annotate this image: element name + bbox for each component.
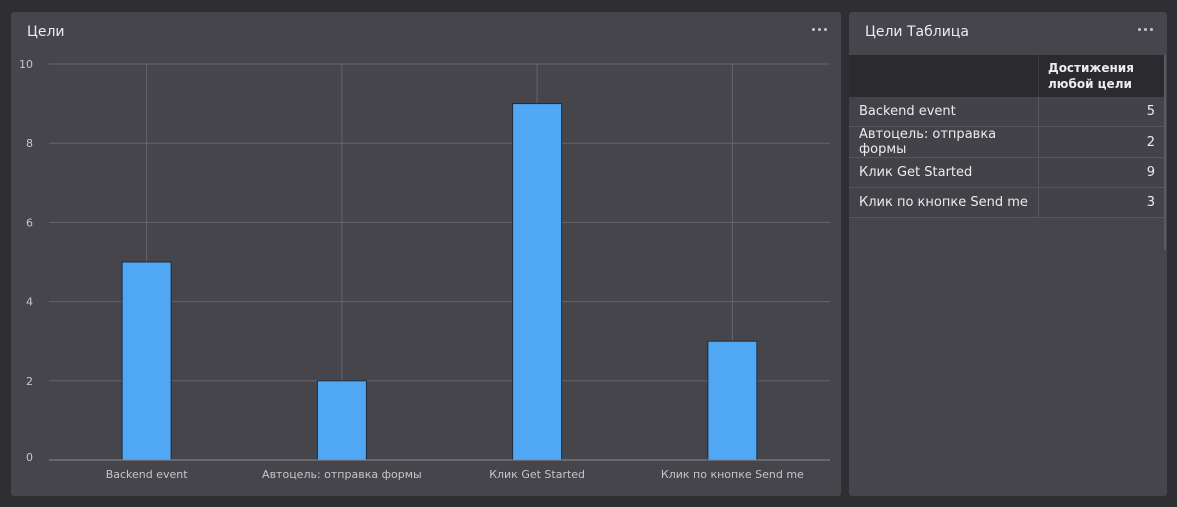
- y-tick-label: 0: [26, 451, 33, 464]
- more-horizontal-icon[interactable]: [1138, 28, 1153, 31]
- y-tick-label: 4: [26, 296, 33, 309]
- y-tick-label: 8: [26, 137, 33, 150]
- more-horizontal-icon[interactable]: [812, 28, 827, 31]
- table-row[interactable]: Backend event 5: [849, 97, 1165, 127]
- table-row[interactable]: Клик по кнопке Send me 3: [849, 187, 1165, 218]
- x-category-label: Автоцель: отправка формы: [262, 468, 422, 481]
- x-category-label: Backend event: [106, 468, 189, 481]
- table-scrollbar[interactable]: [1164, 55, 1166, 250]
- goal-name-cell: Backend event: [849, 97, 1039, 127]
- goal-name-cell: Клик Get Started: [849, 157, 1039, 188]
- column-header-achievements[interactable]: Достижения любой цели: [1038, 55, 1165, 97]
- x-category-label: Клик Get Started: [489, 468, 585, 481]
- table-widget-title: Цели Таблица: [865, 24, 969, 40]
- goals-bar-chart: 0 2 4 6 8 10 Backend event Автоцель: отправка ф…: [19, 58, 830, 481]
- goals-chart-widget: Цели 0 2 4 6 8 10 Backend event Автоцель: отпра…: [11, 12, 841, 496]
- bar[interactable]: [512, 103, 563, 461]
- column-header-goal[interactable]: [849, 55, 1039, 97]
- y-tick-label: 10: [19, 58, 33, 71]
- table-row[interactable]: Клик Get Started 9: [849, 157, 1165, 188]
- goal-value-cell: 5: [1038, 97, 1165, 127]
- goal-value-cell: 2: [1038, 126, 1165, 158]
- table-row[interactable]: Автоцель: отправка формы 2: [849, 126, 1165, 158]
- goals-table: Достижения любой цели Backend event 5 Авто…: [849, 55, 1165, 218]
- bar[interactable]: [316, 380, 367, 461]
- y-tick-label: 2: [26, 375, 33, 388]
- goal-name-cell: Клик по кнопке Send me: [849, 187, 1039, 218]
- y-tick-label: 6: [26, 216, 33, 229]
- chart-widget-title: Цели: [27, 24, 65, 40]
- goal-name-cell: Автоцель: отправка формы: [849, 126, 1039, 158]
- x-category-label: Клик по кнопке Send me: [661, 468, 804, 481]
- bar[interactable]: [707, 340, 758, 461]
- table-header-row: Достижения любой цели: [849, 55, 1165, 97]
- bar[interactable]: [121, 261, 172, 461]
- goal-value-cell: 3: [1038, 187, 1165, 218]
- goals-table-widget: Цели Таблица Достижения любой цели Backe…: [849, 12, 1167, 496]
- goal-value-cell: 9: [1038, 157, 1165, 188]
